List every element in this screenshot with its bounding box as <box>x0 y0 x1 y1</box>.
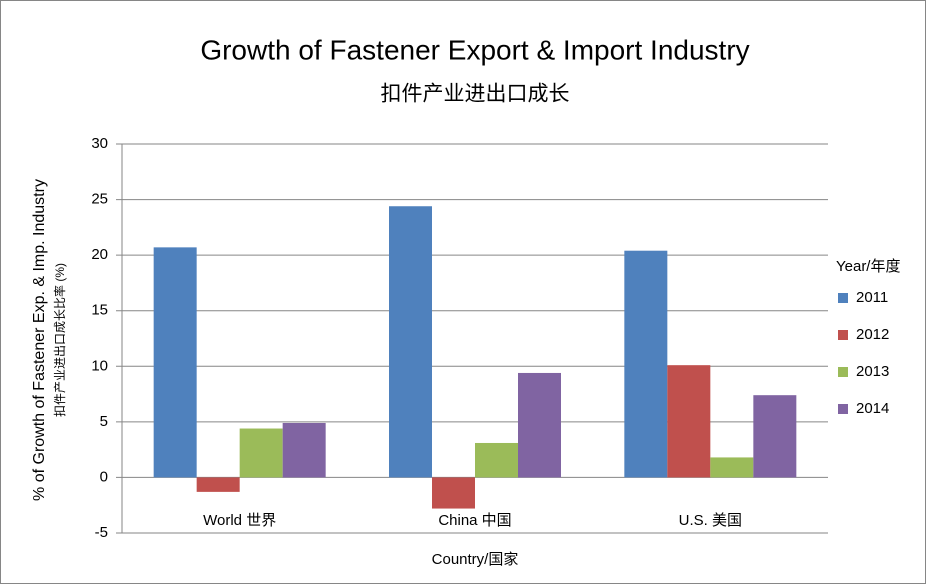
x-tick-label: World 世界 <box>203 512 276 529</box>
legend-label: 2011 <box>856 289 888 306</box>
x-tick-label: U.S. 美国 <box>679 512 742 529</box>
y-axis-label: 扣件产业进出口成长比率 (%) <box>52 263 67 417</box>
bar <box>753 395 797 478</box>
y-tick-label: 10 <box>91 357 108 374</box>
x-axis-label: Country/国家 <box>432 551 519 568</box>
legend-label: 2014 <box>856 400 889 417</box>
bar <box>153 247 197 478</box>
legend-swatch <box>838 404 848 414</box>
bar <box>239 428 283 478</box>
y-tick-label: 5 <box>100 413 108 430</box>
bar <box>475 442 518 478</box>
y-tick-label: 20 <box>91 246 108 263</box>
x-tick-label: China 中国 <box>438 512 511 529</box>
y-tick-label: 30 <box>91 135 108 152</box>
bar <box>710 457 754 478</box>
bar <box>389 206 432 478</box>
legend-label: 2012 <box>856 326 889 343</box>
y-tick-label: 0 <box>100 468 108 485</box>
legend-swatch <box>838 330 848 340</box>
bar <box>196 477 240 492</box>
y-tick-label: -5 <box>95 524 108 541</box>
bar <box>667 365 711 478</box>
y-tick-label: 25 <box>91 191 108 208</box>
legend-title: Year/年度 <box>836 258 900 275</box>
bar <box>518 372 561 478</box>
bar <box>432 477 475 509</box>
legend-swatch <box>838 293 848 303</box>
y-axis-label: % of Growth of Fastener Exp. & Imp. Indu… <box>31 179 48 501</box>
legend-label: 2013 <box>856 363 889 380</box>
chart-title: Growth of Fastener Export & Import Indus… <box>200 34 749 65</box>
legend-swatch <box>838 367 848 377</box>
chart-subtitle: 扣件产业进出口成长 <box>381 83 570 106</box>
bar <box>624 250 668 478</box>
y-tick-label: 15 <box>91 302 108 319</box>
bar <box>282 422 326 478</box>
